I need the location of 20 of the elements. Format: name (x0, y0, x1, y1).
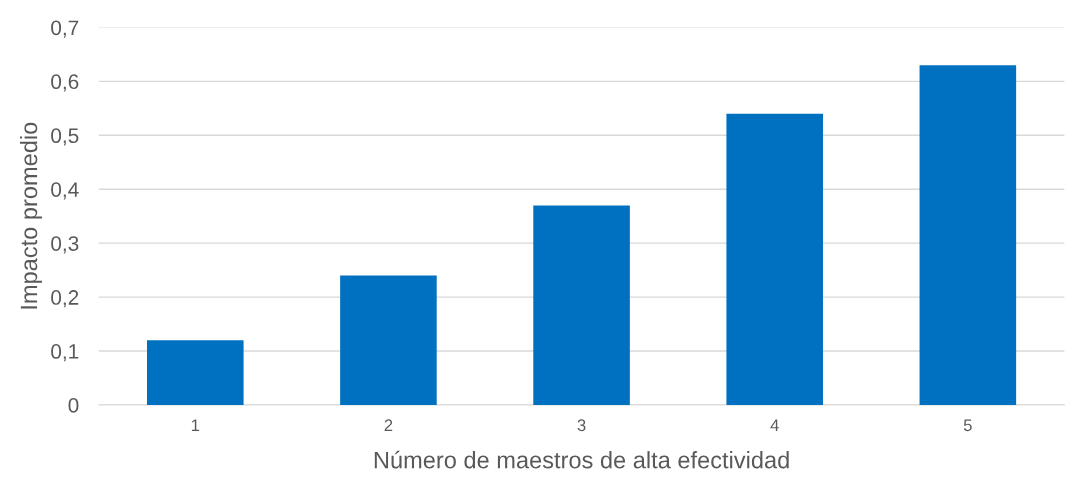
bar (340, 275, 437, 405)
y-tick-label: 0,1 (51, 344, 79, 362)
y-tick-label: 0,5 (51, 128, 79, 146)
y-tick-label: 0,7 (51, 20, 79, 38)
bar (533, 205, 630, 405)
y-tick-label: 0 (68, 398, 79, 413)
bar (919, 65, 1017, 405)
x-tick-label: 2 (384, 419, 393, 431)
bar (147, 340, 244, 405)
x-tick-label: 5 (963, 419, 972, 432)
y-tick-label: 0,2 (51, 290, 79, 308)
y-tick-label: 0,4 (51, 182, 79, 200)
y-axis-title: Impacto promedio (19, 122, 42, 309)
x-tick-label: 3 (577, 419, 586, 432)
x-axis-title: Número de maestros de alta efectividad (374, 450, 789, 469)
y-tick-label: 0,3 (51, 236, 79, 254)
bar (726, 113, 823, 405)
y-tick-label: 0,6 (51, 74, 79, 92)
x-tick-label: 4 (770, 419, 779, 431)
x-tick-label: 1 (191, 419, 200, 431)
